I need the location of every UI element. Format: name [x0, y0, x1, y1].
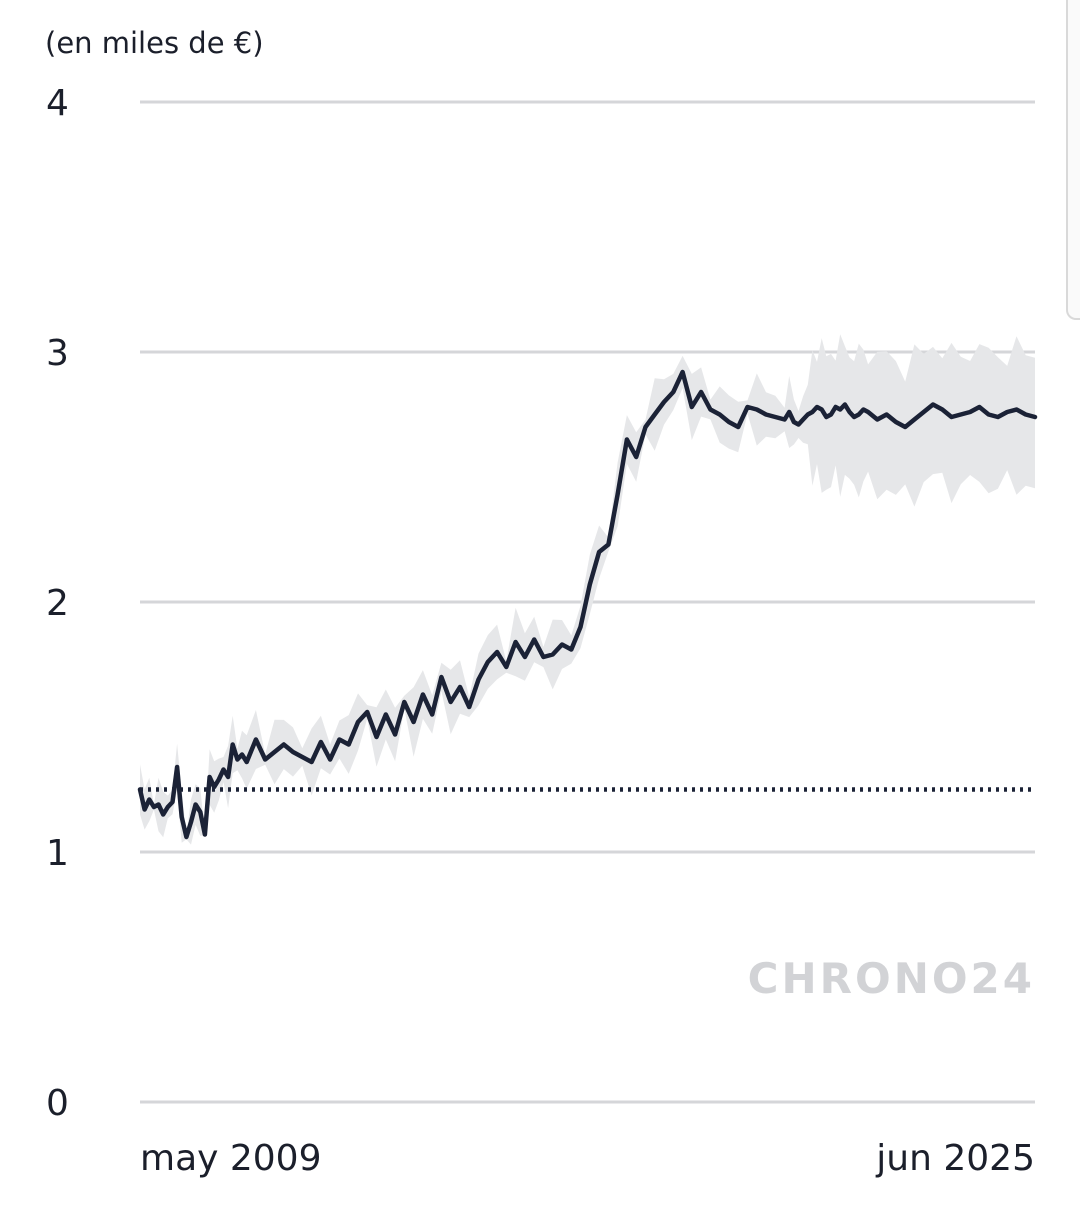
x-tick-labels: may 2009 jun 2025	[140, 1138, 1035, 1179]
y-tick-label: 1	[46, 833, 69, 874]
scrollbar-tab[interactable]	[1066, 0, 1080, 320]
y-tick-label: 3	[46, 333, 69, 374]
watermark-text: CHRONO24	[748, 954, 1035, 1003]
y-tick-label: 4	[46, 83, 69, 124]
x-tick-label: may 2009	[140, 1138, 322, 1179]
y-tick-labels: 0 1 2 3 4	[46, 83, 69, 1124]
y-tick-label: 0	[46, 1083, 69, 1124]
price-series-line	[137, 369, 1038, 840]
y-axis-unit-label: (en miles de €)	[45, 26, 264, 60]
chrono24-watermark: CHRONO24	[748, 954, 1035, 1003]
x-tick-label: jun 2025	[875, 1138, 1035, 1179]
y-tick-label: 2	[46, 583, 69, 624]
